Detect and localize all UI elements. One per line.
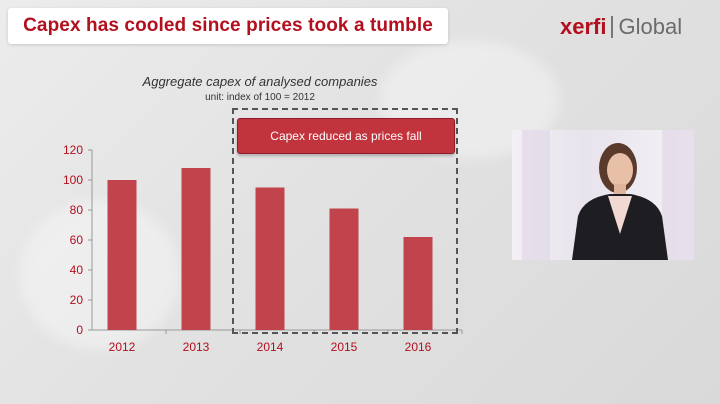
presenter-video — [512, 130, 694, 260]
logo-suffix-text: Global — [618, 14, 683, 39]
bar — [107, 180, 137, 330]
y-tick-label: 120 — [63, 143, 83, 157]
y-tick-label: 0 — [76, 323, 83, 337]
logo-brand-text: xerfi — [560, 14, 607, 39]
x-tick-label: 2013 — [183, 340, 210, 354]
y-tick-label: 80 — [70, 203, 84, 217]
brand-logo: xerfi Global — [560, 12, 710, 42]
x-tick-label: 2016 — [405, 340, 432, 354]
y-tick-label: 40 — [70, 263, 84, 277]
logo-divider — [611, 16, 614, 38]
y-tick-label: 60 — [70, 233, 84, 247]
background-map-shape — [20, 200, 180, 350]
bar — [255, 187, 285, 330]
x-tick-label: 2012 — [109, 340, 136, 354]
callout-label: Capex reduced as prices fall — [237, 118, 455, 154]
x-tick-label: 2014 — [257, 340, 284, 354]
bar — [403, 237, 433, 330]
bar — [181, 168, 211, 330]
y-tick-label: 100 — [63, 173, 83, 187]
chart-title: Aggregate capex of analysed companies — [142, 74, 378, 89]
presenter-figure — [572, 143, 668, 260]
title-banner: Capex has cooled since prices took a tum… — [8, 8, 448, 44]
chart-subtitle: unit: index of 100 = 2012 — [205, 92, 315, 103]
x-tick-label: 2015 — [331, 340, 358, 354]
page-title: Capex has cooled since prices took a tum… — [23, 15, 433, 36]
bar — [329, 208, 359, 330]
highlight-frame — [232, 108, 458, 334]
y-tick-label: 20 — [70, 293, 84, 307]
